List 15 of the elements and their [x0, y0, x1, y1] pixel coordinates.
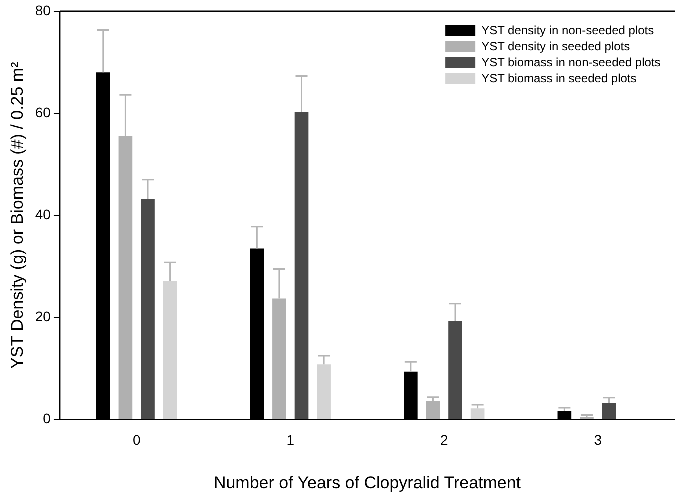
x-axis-title: Number of Years of Clopyralid Treatment: [214, 473, 522, 492]
y-tick-label: 40: [35, 206, 52, 222]
y-tick-label: 0: [43, 410, 52, 427]
x-tick-label: 3: [594, 432, 602, 448]
x-tick-label: 2: [440, 432, 448, 448]
legend-label: YST density in non-seeded plots: [482, 24, 654, 38]
x-tick-label: 1: [286, 432, 295, 448]
y-tick-label: 80: [35, 2, 52, 18]
legend-label: YST biomass in seeded plots: [482, 72, 637, 86]
y-tick-label: 60: [35, 104, 52, 120]
legend-label: YST biomass in non-seeded plots: [482, 56, 661, 70]
y-axis-title: YST Density (g) or Biomass (#) / 0.25 m²: [8, 62, 27, 369]
x-tick-label: 0: [132, 432, 141, 448]
y-tick-label: 20: [35, 308, 52, 325]
legend-label: YST density in seeded plots: [482, 40, 630, 54]
